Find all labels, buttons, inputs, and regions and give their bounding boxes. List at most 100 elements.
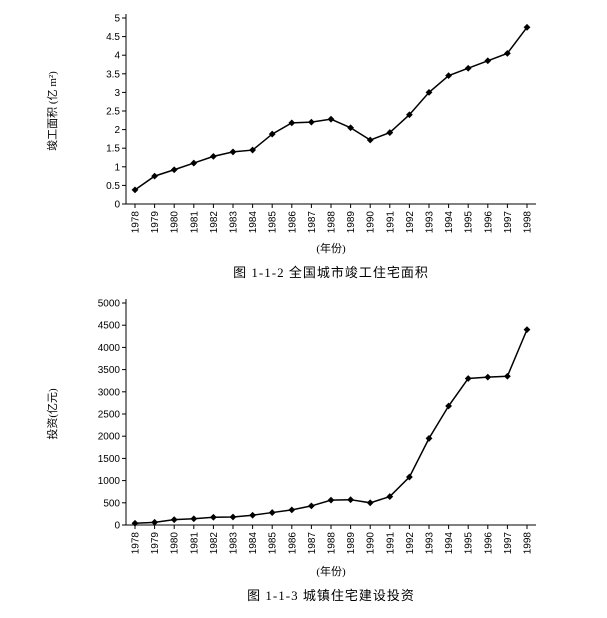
y-tick-label: 0 bbox=[114, 521, 120, 532]
y-tick-label: 1 bbox=[114, 162, 120, 173]
y-tick-label: 3500 bbox=[98, 365, 121, 376]
data-point bbox=[131, 186, 139, 194]
y-tick-label: 0.5 bbox=[106, 181, 120, 192]
data-point bbox=[288, 506, 296, 514]
x-tick-label: 1990 bbox=[366, 211, 377, 234]
caption-figure-1-1-3: 图 1-1-3 城镇住宅建设投资 bbox=[247, 588, 415, 603]
data-point bbox=[464, 375, 472, 382]
x-tick-label: 1988 bbox=[327, 211, 338, 234]
data-point bbox=[406, 473, 413, 481]
data-point bbox=[151, 172, 158, 180]
x-tick-label: 1982 bbox=[209, 211, 220, 234]
x-tick-label: 1980 bbox=[170, 532, 181, 555]
x-tick-label: 1997 bbox=[503, 211, 514, 234]
data-point bbox=[366, 136, 374, 144]
x-tick-label: 1986 bbox=[287, 211, 298, 234]
y-tick-label: 3.5 bbox=[106, 69, 120, 80]
y-tick-label: 1500 bbox=[98, 454, 121, 465]
data-point bbox=[229, 148, 237, 156]
x-tick-label: 1996 bbox=[483, 211, 494, 234]
x-axis-label-year-bottom: (年份) bbox=[316, 566, 346, 578]
x-tick-label: 1981 bbox=[189, 532, 200, 555]
y-tick-label: 3 bbox=[114, 88, 120, 99]
x-tick-label: 1992 bbox=[405, 211, 416, 234]
chart-wrap-investment: 投资(亿元) 0 500 1000 1500 2000 2500 3000 3500 4000 4… bbox=[38, 289, 598, 571]
y-tick-label: 4000 bbox=[98, 343, 121, 354]
x-tick-label: 1988 bbox=[327, 532, 338, 555]
data-point bbox=[445, 72, 452, 80]
y-tick-label: 1000 bbox=[98, 476, 121, 487]
x-tick-label: 1979 bbox=[150, 532, 161, 555]
caption-figure-1-1-2: 图 1-1-2 全国城市竣工住宅面积 bbox=[233, 265, 429, 280]
data-point bbox=[327, 115, 335, 123]
data-line bbox=[134, 329, 528, 524]
x-tick-label: 1978 bbox=[131, 211, 142, 234]
y-tick-label: 1.5 bbox=[106, 144, 120, 155]
x-tick-label: 1990 bbox=[366, 532, 377, 555]
x-tick-label: 1981 bbox=[189, 211, 200, 234]
data-point bbox=[229, 513, 237, 521]
y-tick-label: 4500 bbox=[98, 321, 121, 332]
data-point bbox=[386, 129, 394, 136]
x-tick-label: 1984 bbox=[248, 532, 259, 555]
x-tick-label: 1989 bbox=[346, 532, 357, 555]
y-tick-label: 2.5 bbox=[106, 107, 120, 118]
data-point bbox=[523, 23, 531, 31]
data-point bbox=[504, 49, 511, 57]
x-tick-label: 1993 bbox=[425, 211, 436, 234]
y-tick-label: 5 bbox=[114, 14, 120, 25]
data-point bbox=[210, 513, 217, 521]
chart-wrap-completed-area: 竣工面积 (亿 m²) 0 0.5 1 1.5 2 2.5 3 3.5 4 4.5 5 1978 197… bbox=[38, 4, 598, 248]
data-point bbox=[425, 89, 433, 96]
y-tick-label: 4.5 bbox=[106, 32, 120, 43]
data-point bbox=[190, 159, 198, 167]
data-point bbox=[170, 166, 178, 174]
x-tick-label: 1987 bbox=[307, 532, 318, 555]
x-tick-label: 1980 bbox=[170, 211, 181, 234]
x-tick-label: 1987 bbox=[307, 211, 318, 234]
y-axis-label-investment: 投资(亿元) bbox=[47, 388, 59, 440]
x-tick-label: 1996 bbox=[483, 532, 494, 555]
data-point bbox=[210, 152, 217, 160]
x-tick-label: 1982 bbox=[209, 532, 220, 555]
x-tick-label: 1983 bbox=[229, 532, 240, 555]
y-tick-label: 2500 bbox=[98, 410, 121, 421]
data-point bbox=[268, 130, 276, 138]
y-tick-label: 4 bbox=[114, 51, 120, 62]
x-tick-label: 1978 bbox=[131, 532, 142, 555]
data-point bbox=[366, 499, 374, 507]
data-point bbox=[523, 326, 531, 334]
data-point bbox=[406, 111, 413, 119]
x-tick-label: 1998 bbox=[523, 532, 534, 555]
data-point bbox=[386, 493, 394, 500]
line-chart-completed-area: 0 0.5 1 1.5 2 2.5 3 3.5 4 4.5 5 1978 1979 1980 1981 198… bbox=[106, 14, 536, 234]
data-point bbox=[308, 502, 315, 510]
data-point bbox=[504, 372, 511, 380]
x-axis-label-year-top: (年份) bbox=[316, 243, 346, 255]
data-point bbox=[327, 496, 335, 504]
x-tick-label: 1994 bbox=[444, 211, 455, 234]
y-axis-label-completed-area: 竣工面积 (亿 m²) bbox=[47, 71, 59, 151]
y-tick-label: 500 bbox=[103, 498, 120, 509]
x-tick-label: 1992 bbox=[405, 532, 416, 555]
x-tick-label: 1995 bbox=[464, 211, 475, 234]
x-tick-label: 1979 bbox=[150, 211, 161, 234]
data-point bbox=[131, 519, 139, 527]
x-tick-label: 1997 bbox=[503, 532, 514, 555]
data-point bbox=[308, 118, 315, 126]
data-point bbox=[288, 119, 296, 127]
data-point bbox=[425, 435, 433, 442]
y-tick-label: 5000 bbox=[98, 299, 121, 310]
x-tick-label: 1985 bbox=[268, 532, 279, 555]
x-tick-label: 1985 bbox=[268, 211, 279, 234]
figure-completed-housing-area: 竣工面积 (亿 m²) 0 0.5 1 1.5 2 2.5 3 3.5 4 4.5 5 1978 197… bbox=[38, 4, 607, 281]
line-chart-investment: 0 500 1000 1500 2000 2500 3000 3500 4000 4500 5000… bbox=[98, 299, 536, 555]
x-tick-label: 1993 bbox=[425, 532, 436, 555]
page: 竣工面积 (亿 m²) 0 0.5 1 1.5 2 2.5 3 3.5 4 4.5 5 1978 197… bbox=[38, 4, 607, 604]
y-tick-label: 0 bbox=[114, 200, 120, 211]
data-point bbox=[484, 57, 492, 65]
x-tick-label: 1998 bbox=[523, 211, 534, 234]
y-tick-label: 2000 bbox=[98, 432, 121, 443]
figure-housing-investment: 投资(亿元) 0 500 1000 1500 2000 2500 3000 3500 4000 4… bbox=[38, 289, 607, 604]
data-point bbox=[249, 146, 256, 154]
